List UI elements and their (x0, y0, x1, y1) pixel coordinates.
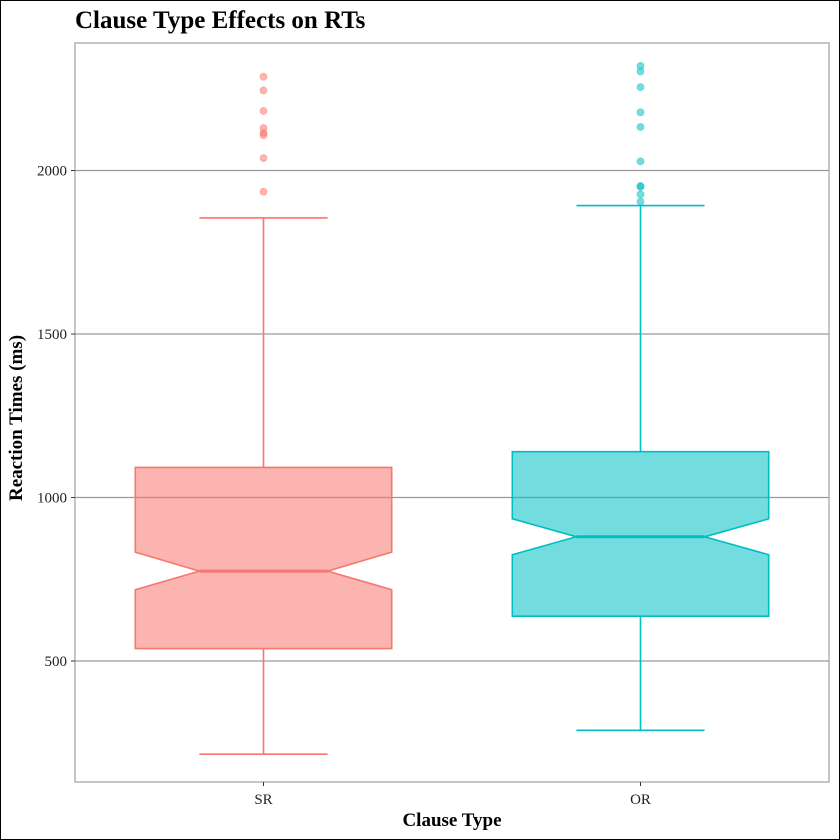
outlier-point (259, 187, 268, 196)
plot-panel-border (74, 42, 830, 783)
outlier-point (259, 72, 268, 81)
y-tick-label: 500 (45, 654, 68, 670)
box-body (511, 450, 770, 618)
outlier-point (636, 123, 645, 131)
outlier-point (259, 107, 268, 115)
y-tick-label: 2000 (37, 164, 67, 180)
outlier-point (636, 197, 645, 206)
box-sr (134, 72, 393, 756)
outlier-point (636, 83, 645, 92)
box-body (134, 466, 393, 650)
x-tick-label: SR (254, 792, 272, 808)
outlier-point (259, 154, 268, 163)
y-tick-label: 1500 (37, 327, 67, 343)
outlier-point (636, 108, 645, 117)
outlier-point (636, 190, 645, 199)
outlier-point (636, 181, 645, 190)
y-axis-title: Reaction Times (ms) (6, 335, 27, 501)
x-axis-title: Clause Type (402, 810, 501, 831)
outlier-point (259, 124, 268, 132)
x-tick-label: OR (630, 792, 651, 808)
outlier-point (259, 86, 268, 95)
y-tick-label: 1000 (37, 491, 67, 507)
outlier-point (636, 61, 645, 70)
box-or (511, 61, 770, 732)
outlier-point (636, 157, 645, 166)
chart-title: Clause Type Effects on RTs (75, 7, 366, 34)
axis-ticks: 500 1000 1500 2000 SR OR (37, 164, 651, 808)
boxes (134, 61, 770, 756)
